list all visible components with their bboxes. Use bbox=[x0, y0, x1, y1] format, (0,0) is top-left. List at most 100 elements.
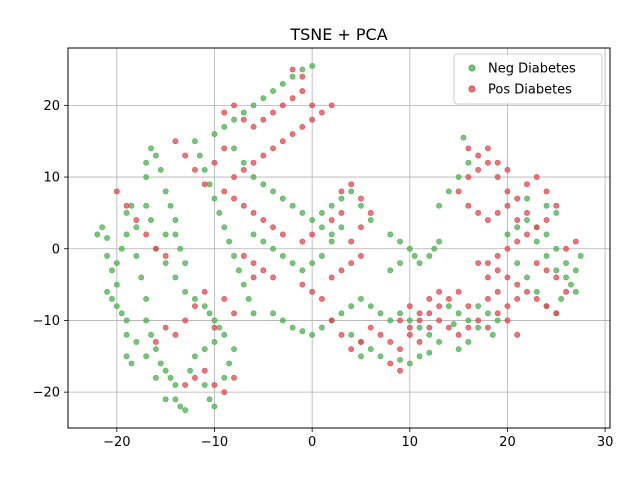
scatter-point bbox=[455, 346, 462, 353]
scatter-point bbox=[553, 210, 560, 216]
scatter-point bbox=[240, 159, 247, 166]
scatter-point bbox=[543, 188, 550, 195]
scatter-point bbox=[563, 288, 569, 295]
scatter-point bbox=[216, 210, 223, 216]
scatter-point bbox=[533, 224, 540, 231]
scatter-point bbox=[133, 339, 140, 345]
scatter-point bbox=[397, 317, 403, 324]
scatter-point bbox=[485, 310, 491, 317]
scatter-point bbox=[504, 202, 511, 209]
scatter-point bbox=[279, 80, 286, 87]
scatter-point bbox=[250, 260, 257, 266]
scatter-point bbox=[289, 202, 296, 209]
scatter-point bbox=[113, 281, 120, 288]
scatter-point bbox=[387, 360, 394, 367]
scatter-point bbox=[494, 310, 501, 317]
scatter-point bbox=[309, 331, 316, 338]
scatter-point bbox=[187, 367, 193, 374]
scatter-point bbox=[196, 152, 203, 159]
scatter-point bbox=[123, 331, 130, 338]
scatter-point bbox=[182, 382, 189, 388]
scatter-point bbox=[514, 331, 521, 338]
scatter-point bbox=[416, 339, 423, 345]
scatter-point bbox=[118, 245, 125, 252]
scatter-point bbox=[192, 303, 198, 310]
scatter-point bbox=[436, 238, 442, 245]
scatter-point bbox=[123, 202, 130, 209]
scatter-point bbox=[475, 166, 482, 173]
scatter-point bbox=[123, 231, 130, 238]
scatter-point bbox=[260, 238, 267, 245]
scatter-point bbox=[250, 123, 257, 130]
scatter-point bbox=[309, 217, 316, 223]
scatter-point bbox=[289, 73, 296, 80]
scatter-point bbox=[104, 253, 110, 259]
scatter-point bbox=[299, 66, 306, 73]
scatter-point bbox=[192, 138, 198, 145]
scatter-point bbox=[162, 260, 169, 266]
scatter-point bbox=[143, 174, 150, 180]
scatter-point bbox=[504, 166, 511, 173]
scatter-point bbox=[563, 274, 569, 281]
scatter-point bbox=[152, 374, 159, 381]
scatter-point bbox=[309, 63, 316, 69]
scatter-point bbox=[494, 267, 501, 274]
scatter-point bbox=[572, 288, 579, 295]
scatter-point bbox=[543, 217, 550, 223]
scatter-point bbox=[143, 296, 150, 302]
scatter-point bbox=[377, 353, 384, 360]
scatter-point bbox=[494, 317, 501, 324]
x-tick-label: 30 bbox=[597, 435, 614, 450]
scatter-point bbox=[416, 324, 423, 331]
scatter-point bbox=[485, 145, 491, 152]
scatter-point bbox=[319, 109, 325, 116]
y-tick-label: 10 bbox=[43, 171, 60, 186]
scatter-point bbox=[94, 231, 101, 238]
scatter-point bbox=[397, 356, 403, 363]
scatter-point bbox=[475, 210, 482, 216]
scatter-point bbox=[250, 310, 257, 317]
scatter-point bbox=[299, 88, 306, 94]
scatter-point bbox=[387, 267, 394, 274]
scatter-point bbox=[172, 396, 179, 403]
scatter-point bbox=[475, 260, 482, 266]
scatter-point bbox=[231, 195, 237, 202]
scatter-point bbox=[553, 310, 560, 317]
scatter-point bbox=[177, 403, 184, 410]
scatter-point bbox=[270, 245, 276, 252]
axis-ticks: −20 −10 0 10 20 30 −20 −10 0 10 20 bbox=[33, 99, 614, 450]
scatter-point bbox=[411, 253, 418, 259]
scatter-point bbox=[309, 260, 316, 266]
scatter-point bbox=[348, 181, 355, 188]
scatter-point bbox=[416, 260, 423, 266]
scatter-point bbox=[162, 396, 169, 403]
scatter-point bbox=[572, 267, 579, 274]
legend-label-pos-diabetes: Pos Diabetes bbox=[488, 83, 572, 98]
scatter-point bbox=[162, 324, 169, 331]
scatter-point bbox=[250, 159, 257, 166]
scatter-point bbox=[192, 374, 198, 381]
scatter-point bbox=[514, 224, 521, 231]
scatter-point bbox=[485, 324, 491, 331]
scatter-point bbox=[485, 159, 491, 166]
scatter-point bbox=[377, 331, 384, 338]
scatter-point bbox=[148, 145, 154, 152]
scatter-point bbox=[494, 288, 501, 295]
scatter-point bbox=[250, 174, 257, 180]
scatter-point bbox=[553, 245, 560, 252]
scatter-point bbox=[162, 253, 169, 259]
scatter-point bbox=[260, 181, 267, 188]
scatter-point bbox=[279, 102, 286, 109]
scatter-point bbox=[260, 116, 267, 123]
scatter-point bbox=[338, 210, 345, 216]
scatter-point bbox=[211, 382, 218, 388]
scatter-point bbox=[358, 195, 364, 202]
scatter-point bbox=[260, 95, 267, 102]
y-tick-label: −20 bbox=[33, 386, 60, 401]
scatter-point bbox=[299, 73, 306, 80]
scatter-point bbox=[270, 145, 276, 152]
grid-lines bbox=[68, 48, 610, 428]
scatter-point bbox=[299, 210, 306, 216]
scatter-point bbox=[397, 260, 403, 266]
scatter-point bbox=[221, 109, 228, 116]
